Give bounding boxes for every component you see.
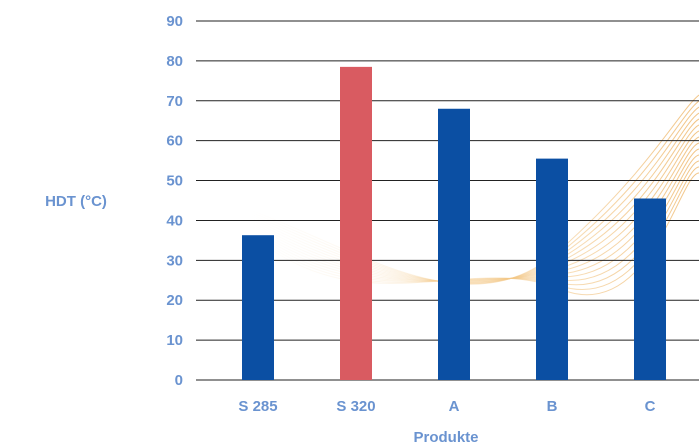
y-tick-label: 70: [166, 93, 183, 110]
y-axis-title: HDT (°C): [45, 193, 107, 210]
x-axis-title: Produkte: [413, 429, 478, 446]
background-wave-line: [249, 94, 699, 285]
bar: [634, 198, 666, 380]
y-tick-label: 90: [166, 13, 183, 30]
y-tick-label: 40: [166, 212, 183, 229]
y-axis-ticks: 0 10 20 30 40 50 60 70 80 90: [166, 13, 183, 389]
bar: [536, 158, 568, 380]
x-tick-label: S 320: [336, 398, 375, 415]
y-tick-label: 60: [166, 133, 183, 150]
x-axis-ticks: S 285 S 320 A B C: [238, 398, 655, 415]
y-tick-label: 0: [175, 372, 183, 389]
y-tick-label: 20: [166, 292, 183, 309]
bar: [340, 66, 372, 380]
y-tick-label: 50: [166, 173, 183, 190]
x-tick-label: C: [645, 398, 656, 415]
x-tick-label: B: [547, 398, 558, 415]
background-wave-line: [249, 172, 699, 296]
x-tick-label: A: [449, 398, 460, 415]
y-tick-label: 30: [166, 252, 183, 269]
y-tick-label: 80: [166, 53, 183, 70]
x-tick-label: S 285: [238, 398, 277, 415]
bars: [242, 66, 666, 380]
background-wave-line: [249, 112, 699, 284]
bar: [438, 108, 470, 380]
y-tick-label: 10: [166, 332, 183, 349]
background-wave-line: [249, 154, 699, 282]
bar: [242, 235, 274, 380]
background-wave-decoration: [249, 94, 699, 296]
